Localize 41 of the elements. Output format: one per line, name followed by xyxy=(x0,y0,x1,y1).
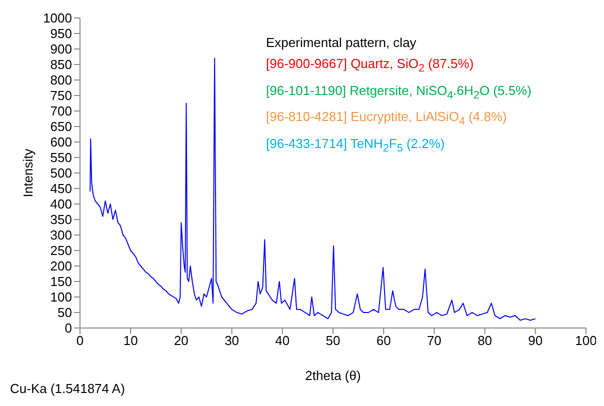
y-tick-label: 0 xyxy=(64,320,72,336)
x-tick-label: 70 xyxy=(426,333,442,348)
x-axis-title: 2theta (θ) xyxy=(305,368,361,383)
y-tick-label: 650 xyxy=(50,119,72,134)
y-tick-label: 950 xyxy=(50,26,72,42)
y-tick-label: 800 xyxy=(50,72,72,88)
y-axis-title: Intensity xyxy=(20,148,36,198)
y-tick-label: 50 xyxy=(58,305,72,320)
y-tick-label: 750 xyxy=(50,88,72,104)
x-tick-label: 90 xyxy=(528,333,543,348)
x-tick-label: 0 xyxy=(76,333,84,348)
y-tick-label: 200 xyxy=(50,258,72,274)
y-tick-label: 400 xyxy=(50,196,72,212)
y-tick-label: 1000 xyxy=(43,10,72,26)
y-tick-label: 600 xyxy=(50,134,72,150)
text: Cu-Ka (1.541874 A) xyxy=(10,381,125,396)
y-tick-label: 350 xyxy=(50,212,72,228)
y-tick-label: 850 xyxy=(50,57,72,72)
y-tick-label: 900 xyxy=(50,42,72,57)
y-tick-label: 550 xyxy=(50,150,72,166)
y-tick-label: 700 xyxy=(50,104,72,119)
x-tick-label: 60 xyxy=(376,333,391,348)
x-tick-label: 100 xyxy=(575,333,597,348)
x-tick-label: 20 xyxy=(174,333,188,348)
legend-label: [96-433-1714] TeNH$_{2}$F$_{5}$ (2.2%) xyxy=(266,134,446,156)
y-tick-label: 450 xyxy=(50,181,72,196)
x-tick-label: 40 xyxy=(275,333,290,348)
x-tick-label: 80 xyxy=(478,333,492,348)
x-tick-label: 50 xyxy=(326,333,340,348)
legend-label: [96-900-9667] Quartz, SiO$_{2}$ (87.5%) xyxy=(266,55,475,77)
y-tick-label: 250 xyxy=(50,243,72,258)
y-tick-label: 150 xyxy=(50,274,72,290)
line-series xyxy=(90,58,536,321)
y-tick-label: 300 xyxy=(50,228,72,243)
x-tick-label: 30 xyxy=(224,333,240,348)
y-tick-label: 100 xyxy=(50,290,72,305)
legend-label: [96-810-4281] Eucryptite, LiAlSiO$_{4}$ (4.8%) xyxy=(266,108,508,130)
x-tick-label: 10 xyxy=(123,333,138,348)
y-tick-label: 500 xyxy=(50,166,72,181)
legend-title: Experimental pattern, clay xyxy=(266,34,418,52)
legend-label: [96-101-1190] Retgersite, NiSO$_{4}$.6H$_{2}$O (5.5%) xyxy=(266,82,532,104)
